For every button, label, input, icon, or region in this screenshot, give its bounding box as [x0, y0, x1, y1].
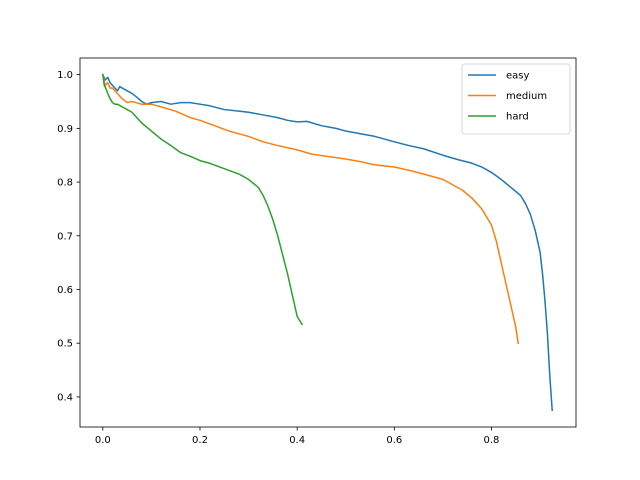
plot-frame — [79, 57, 577, 428]
legend-label-medium: medium — [506, 91, 547, 102]
y-tick-label: 0.4 — [57, 392, 73, 403]
legend-label-hard: hard — [506, 112, 529, 123]
y-axis: 0.4 0.5 0.6 0.7 0.8 0.9 1.0 — [57, 70, 80, 403]
y-tick-label: 0.9 — [57, 124, 73, 135]
series-line-easy — [101, 73, 554, 412]
series-layer — [101, 73, 554, 412]
y-tick-label: 0.5 — [57, 339, 73, 350]
series-line-medium — [101, 73, 520, 345]
y-tick-label: 0.8 — [57, 178, 73, 189]
legend: easy medium hard — [461, 63, 571, 135]
x-tick-label: 0.4 — [289, 435, 305, 446]
series-line-hard — [101, 73, 304, 326]
x-tick-label: 0.8 — [484, 435, 500, 446]
y-tick-label: 0.6 — [57, 285, 73, 296]
legend-label-easy: easy — [506, 71, 529, 82]
y-tick-label: 1.0 — [57, 70, 73, 81]
x-tick-label: 0.6 — [386, 435, 402, 446]
x-axis: 0.0 0.2 0.4 0.6 0.8 — [95, 427, 500, 446]
x-tick-label: 0.0 — [95, 435, 111, 446]
x-tick-label: 0.2 — [192, 435, 208, 446]
y-tick-label: 0.7 — [57, 231, 73, 242]
